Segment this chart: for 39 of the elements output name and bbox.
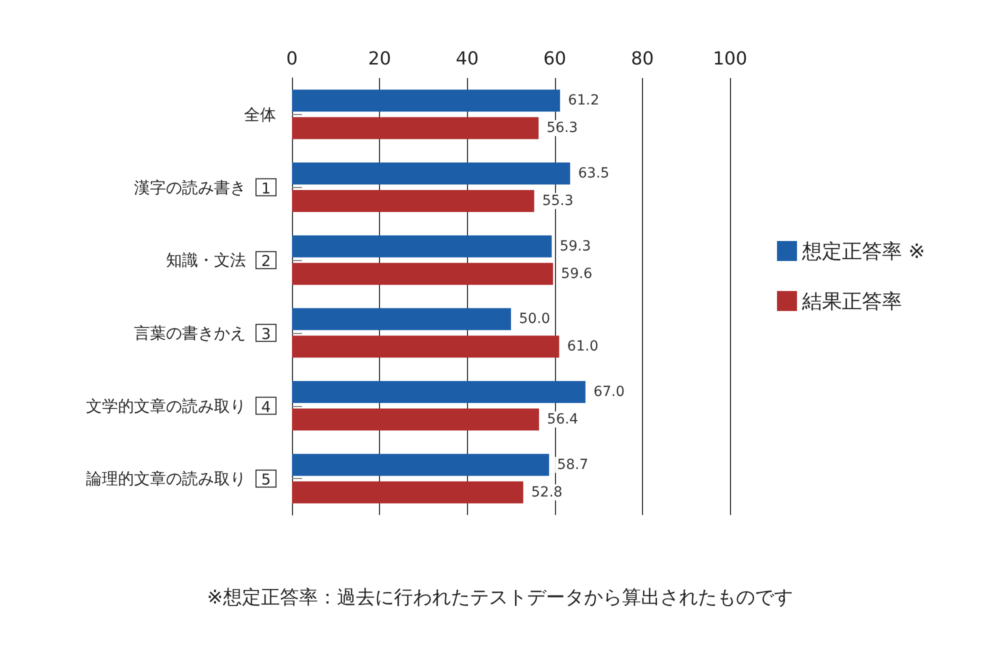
bar (292, 408, 540, 430)
y-tick-label: 言葉の書きかえ 3 (134, 323, 271, 343)
data-label: 61.2 (568, 92, 600, 109)
bar (292, 381, 586, 403)
x-tick-label: 0 (286, 48, 298, 70)
data-label: 58.7 (557, 456, 588, 473)
bar (292, 336, 560, 358)
x-tick-label: 100 (712, 48, 748, 70)
bar (292, 90, 560, 112)
y-tick-label: 文学的文章の読み取り 4 (86, 396, 271, 416)
data-label: 52.8 (531, 484, 562, 500)
data-label: 63.5 (578, 166, 610, 182)
legend-label: 想定正答率 ※ (801, 239, 926, 263)
y-tick-label: 漢字の読み書き 1 (134, 178, 271, 198)
data-label: 67.0 (593, 384, 625, 400)
bar (292, 262, 554, 285)
x-tick-label: 20 (368, 48, 392, 70)
bar (292, 162, 570, 184)
text: ※想定正答率：過去に行われたテストデータから算出されたものです (207, 586, 793, 608)
x-tick-label: 80 (630, 48, 654, 70)
data-label: 59.6 (561, 266, 592, 282)
data-label: 59.3 (560, 238, 591, 254)
y-tick-label: 論理的文章の読み取り 5 (86, 469, 271, 489)
data-label: 56.4 (547, 412, 578, 428)
x-tick-label: 40 (456, 48, 479, 70)
bar (292, 481, 524, 504)
bar (292, 117, 539, 140)
data-label: 61.0 (567, 338, 598, 355)
x-tick-label: 60 (543, 48, 566, 70)
data-label: 50.0 (519, 311, 550, 328)
bar (292, 454, 550, 476)
data-label: 56.3 (546, 120, 578, 136)
y-tick-label: 知識・文法 2 (166, 250, 271, 270)
legend-label: 結果正答率 (801, 289, 902, 313)
bar (292, 308, 511, 330)
bar (292, 190, 534, 212)
y-tick-label: 全体 (244, 104, 276, 124)
data-label: 55.3 (542, 193, 574, 209)
bar (292, 235, 552, 258)
